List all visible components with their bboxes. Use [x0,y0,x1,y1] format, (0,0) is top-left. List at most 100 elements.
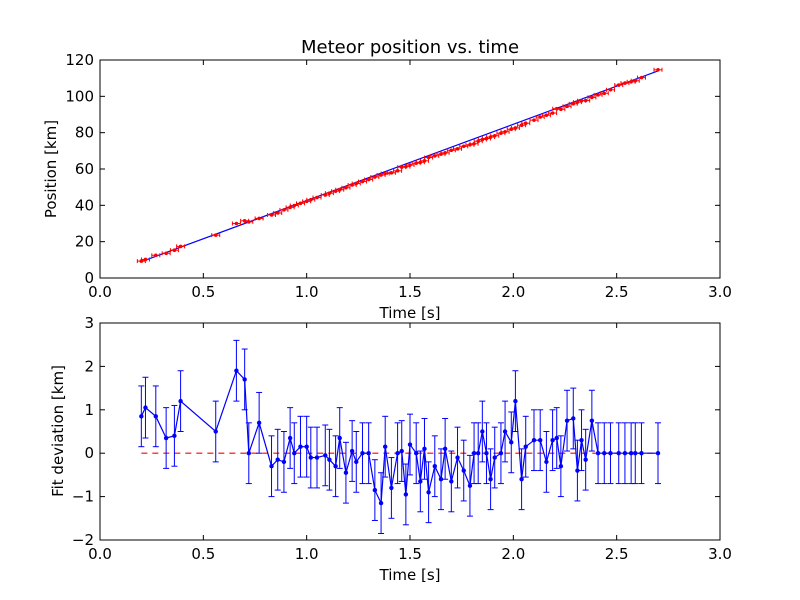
position-marker [172,248,177,253]
position-point [548,111,558,116]
deviation-marker [449,479,454,484]
position-point [636,75,646,80]
position-point [419,158,429,163]
deviation-marker [616,451,621,456]
deviation-marker [484,451,489,456]
deviation-marker [269,464,274,469]
deviation-y-tick-label: 2 [84,357,94,375]
position-point [254,216,264,221]
deviation-marker [595,451,601,456]
deviation-marker [519,477,524,482]
position-marker [275,211,280,215]
position-point [393,168,403,173]
position-point [521,121,531,126]
position-marker [327,191,332,195]
deviation-marker [143,405,148,410]
position-point [556,107,566,112]
position-marker [639,75,644,80]
position-y-tick-label: 60 [75,160,94,178]
position-points [136,67,663,264]
deviation-marker [407,442,413,447]
position-marker [596,93,600,97]
deviation-marker [502,429,508,434]
position-marker [257,216,261,221]
deviation-series [138,339,661,534]
deviation-marker [571,416,576,421]
position-point [295,201,305,206]
position-marker [559,107,563,112]
position-marker [309,197,313,202]
position-point [306,197,316,202]
position-marker [433,154,437,158]
position-marker [292,203,297,208]
position-y-tick-label: 0 [84,269,94,287]
position-point [169,248,179,253]
position-marker [472,141,476,146]
deviation-marker [343,470,349,475]
position-marker [513,126,518,130]
deviation-marker [498,451,504,456]
position-marker [143,257,148,262]
position-chart-title: Meteor position vs. time [301,37,519,58]
position-marker [550,111,555,115]
position-y-tick-label: 20 [75,233,94,251]
deviation-marker [583,457,588,462]
deviation-marker [432,464,437,469]
deviation-marker [213,429,218,434]
position-point [273,210,283,215]
deviation-marker [455,455,460,460]
deviation-marker [480,429,485,434]
deviation-marker [531,437,537,443]
position-marker [633,78,638,83]
position-point [541,113,551,118]
deviation-y-tick-label: 3 [84,314,94,332]
position-marker [164,251,168,256]
deviation-marker [383,444,388,449]
deviation-marker [281,459,287,465]
deviation-y-axis-label: Fit deviation [km] [49,365,67,497]
position-marker [523,121,528,126]
deviation-x-tick-label: 0.0 [88,545,112,563]
deviation-x-tick-label: 0.5 [191,545,215,563]
deviation-marker [337,435,342,441]
deviation-marker [308,455,313,460]
deviation-x-tick-label: 2.0 [501,545,525,563]
position-marker [315,195,319,200]
position-marker [565,104,569,109]
position-point [335,187,345,192]
deviation-marker [639,451,644,456]
position-marker [408,163,412,167]
position-point [341,185,351,190]
deviation-marker [418,479,423,484]
deviation-marker [488,477,493,482]
position-marker [656,68,660,72]
deviation-marker [492,455,497,460]
deviation-marker [360,451,365,456]
deviation-marker [622,451,628,456]
position-point [500,129,510,134]
position-marker [492,133,497,138]
position-point [405,163,415,168]
deviation-marker [589,418,595,423]
position-point [510,125,520,130]
position-point [490,133,500,138]
position-y-tick-label: 40 [75,196,94,214]
position-marker [389,171,394,175]
position-x-tick-label: 2.0 [501,283,525,301]
deviation-marker [579,437,584,443]
position-point [453,146,463,151]
deviation-marker [139,414,144,419]
position-marker [383,171,388,176]
position-point [211,233,221,238]
position-marker [461,144,466,149]
deviation-marker [628,451,634,456]
position-point [599,91,609,96]
position-point [267,212,277,217]
deviation-marker [275,457,280,462]
position-marker [590,95,594,100]
position-marker [623,81,627,85]
deviation-marker [354,459,359,465]
deviation-marker [172,433,177,439]
deviation-y-tick-label: 0 [84,444,94,462]
deviation-marker [422,446,427,452]
